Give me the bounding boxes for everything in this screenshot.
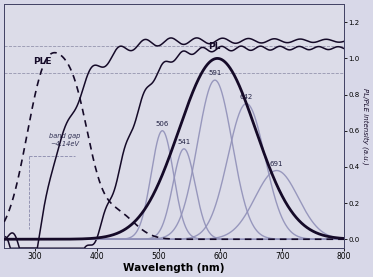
Text: 691: 691 [270,161,283,167]
Text: 506: 506 [156,121,169,127]
Text: 541: 541 [177,139,191,145]
Y-axis label: PL/PLE intensity (a.u.): PL/PLE intensity (a.u.) [362,88,369,165]
Text: 642: 642 [240,94,253,100]
Text: 591: 591 [208,70,222,76]
X-axis label: Wavelength (nm): Wavelength (nm) [123,263,225,273]
Text: PLE: PLE [33,57,52,66]
Text: band gap
~4.14eV: band gap ~4.14eV [49,133,81,147]
Text: PL: PL [208,42,220,51]
